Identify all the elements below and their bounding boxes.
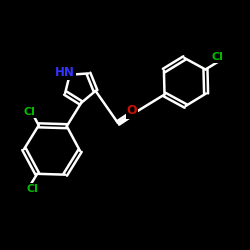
Text: O: O <box>127 104 137 118</box>
Text: Cl: Cl <box>26 184 38 194</box>
Text: Cl: Cl <box>24 107 36 117</box>
Text: HN: HN <box>55 66 75 79</box>
Text: Cl: Cl <box>212 52 224 62</box>
